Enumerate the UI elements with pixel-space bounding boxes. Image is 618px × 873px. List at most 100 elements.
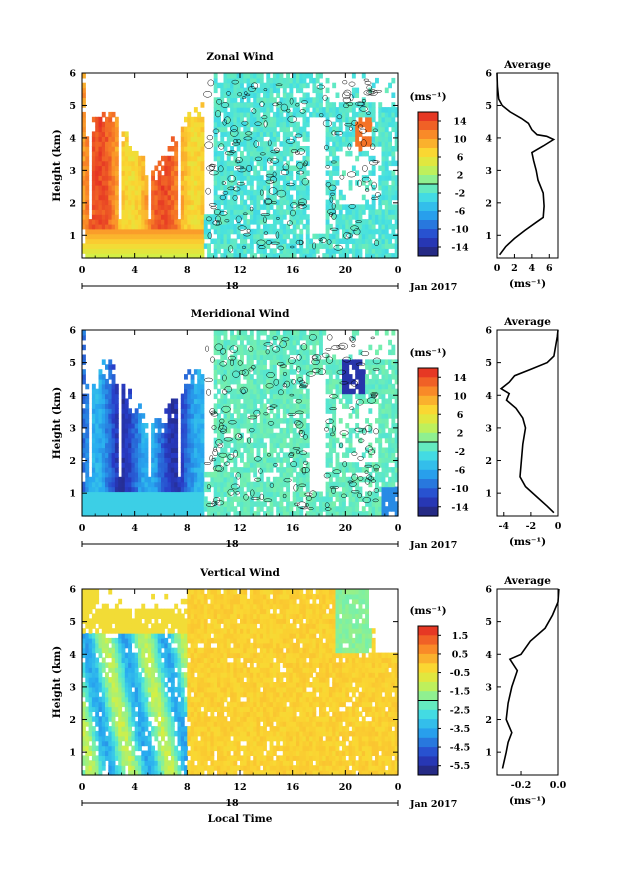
heatmap-cell bbox=[253, 398, 258, 404]
heatmap-cell bbox=[279, 447, 284, 453]
contour-ring bbox=[222, 119, 227, 126]
heatmap-cell bbox=[88, 476, 93, 483]
heatmap-cell bbox=[154, 432, 159, 439]
heatmap-cell bbox=[299, 369, 304, 375]
heatmap-cell bbox=[200, 486, 205, 493]
colorbar-segment bbox=[418, 148, 438, 158]
heatmap-cell bbox=[276, 388, 281, 395]
heatmap-cell bbox=[98, 471, 103, 478]
heatmap-cell bbox=[276, 403, 281, 409]
heatmap-cell bbox=[167, 467, 172, 473]
heatmap-cell bbox=[128, 423, 132, 429]
heatmap-cell bbox=[236, 131, 241, 137]
heatmap-cell bbox=[82, 223, 86, 230]
heatmap-cell bbox=[358, 393, 363, 400]
heatmap-cell bbox=[98, 170, 103, 176]
heatmap-cell bbox=[378, 228, 383, 235]
heatmap-cell bbox=[381, 447, 386, 453]
heatmap-cell bbox=[213, 238, 218, 244]
heatmap-cell bbox=[213, 393, 218, 400]
heatmap-cell bbox=[371, 131, 376, 137]
heatmap-cell bbox=[302, 121, 307, 128]
heatmap-cell bbox=[213, 339, 218, 346]
heatmap-cell bbox=[338, 388, 343, 395]
heatmap-cell bbox=[230, 219, 234, 225]
heatmap-cell bbox=[259, 160, 264, 167]
heatmap-cell bbox=[371, 491, 376, 497]
heatmap-cell bbox=[355, 481, 360, 488]
heatmap-cell bbox=[355, 238, 360, 244]
heatmap-cell bbox=[151, 214, 155, 220]
heatmap-cell bbox=[388, 131, 392, 137]
heatmap-cell bbox=[144, 194, 149, 201]
heatmap-cell bbox=[114, 219, 119, 225]
heatmap-cell bbox=[167, 432, 172, 439]
heatmap-cell bbox=[157, 491, 162, 497]
heatmap-cell bbox=[272, 131, 277, 137]
heatmap-cell bbox=[348, 359, 353, 365]
heatmap-cells bbox=[82, 330, 399, 517]
heatmap-cell bbox=[167, 462, 172, 468]
heatmap-cell bbox=[101, 413, 106, 419]
heatmap-cell bbox=[138, 418, 142, 424]
heatmap-cell bbox=[226, 501, 231, 507]
heatmap-cell bbox=[338, 209, 343, 215]
heatmap-cell bbox=[253, 238, 258, 244]
heatmap-cell bbox=[253, 253, 258, 259]
heatmap-cell bbox=[190, 165, 195, 171]
heatmap-cell bbox=[286, 393, 290, 400]
heatmap-cell bbox=[131, 511, 136, 517]
heatmap-cell bbox=[305, 467, 310, 473]
heatmap-cell bbox=[391, 253, 396, 259]
contour-ring bbox=[219, 211, 228, 216]
heatmap-cell bbox=[82, 204, 86, 210]
heatmap-cell bbox=[91, 398, 96, 404]
heatmap-cell bbox=[128, 189, 132, 196]
heatmap-cell bbox=[91, 437, 96, 444]
heatmap-cell bbox=[236, 253, 241, 259]
heatmap-cell bbox=[394, 398, 399, 404]
heatmap-cell bbox=[325, 185, 330, 191]
heatmap-cell bbox=[378, 238, 383, 244]
heatmap-cell bbox=[272, 238, 277, 244]
heatmap-cell bbox=[124, 248, 129, 254]
heatmap-cell bbox=[289, 437, 294, 444]
heatmap-cell bbox=[114, 418, 119, 424]
heatmap-cell bbox=[151, 423, 155, 429]
heatmap-cell bbox=[108, 228, 113, 235]
heatmap-cell bbox=[272, 418, 277, 424]
heatmap-cell bbox=[170, 189, 175, 196]
heatmap-cell bbox=[164, 501, 169, 507]
heatmap-cell bbox=[187, 121, 192, 128]
heatmap-cell bbox=[82, 413, 86, 419]
heatmap-cell bbox=[384, 462, 389, 468]
heatmap-cell bbox=[193, 238, 198, 244]
heatmap-cell bbox=[124, 180, 129, 186]
heatmap-cell bbox=[220, 383, 225, 390]
heatmap-cell bbox=[381, 185, 386, 191]
heatmap-cell bbox=[236, 511, 241, 517]
heatmap-cell bbox=[197, 447, 202, 453]
heatmap-cell bbox=[358, 209, 363, 215]
heatmap-cell bbox=[243, 481, 248, 488]
heatmap-cell bbox=[249, 116, 254, 123]
heatmap-cell bbox=[128, 160, 132, 167]
contour-ring bbox=[208, 163, 215, 171]
heatmap-cell bbox=[144, 491, 149, 497]
heatmap-cell bbox=[167, 209, 172, 215]
heatmap-cell bbox=[233, 374, 238, 380]
heatmap-cell bbox=[286, 131, 290, 137]
heatmap-cell bbox=[355, 383, 360, 390]
heatmap-cell bbox=[249, 486, 254, 493]
heatmap-cell bbox=[121, 248, 126, 254]
heatmap-cell bbox=[286, 233, 290, 240]
heatmap-cell bbox=[243, 77, 248, 84]
heatmap-cell bbox=[101, 185, 106, 191]
heatmap-cell bbox=[138, 467, 142, 473]
heatmap-cell bbox=[272, 413, 277, 419]
heatmap-cell bbox=[358, 121, 363, 128]
heatmap-cell bbox=[144, 238, 149, 244]
heatmap-cell bbox=[266, 116, 271, 123]
heatmap-cell bbox=[105, 136, 109, 142]
heatmap-cell bbox=[279, 378, 284, 385]
